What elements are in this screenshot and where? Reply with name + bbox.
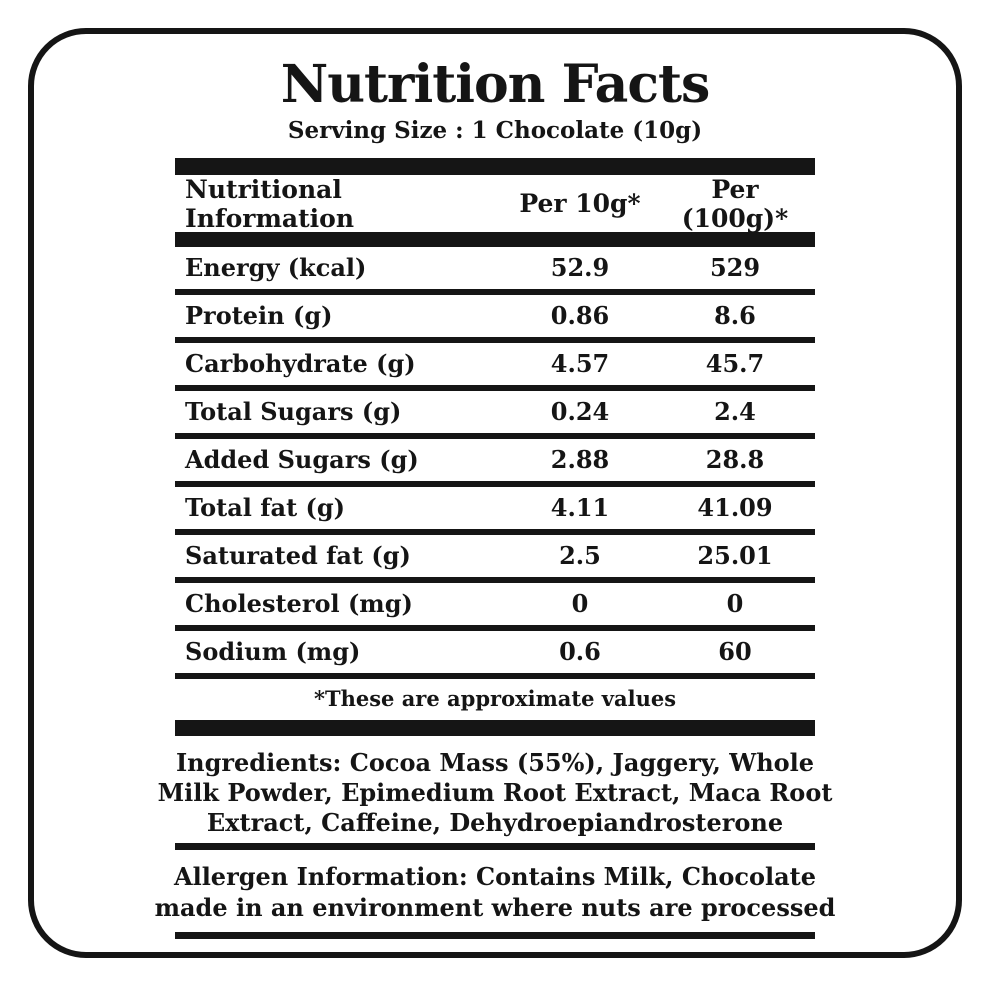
row-value-per-10g: 4.11 <box>550 493 610 523</box>
row-value-per-10g: 52.9 <box>550 253 610 283</box>
table-bottom-bar <box>175 719 815 736</box>
row-label: Carbohydrate (g) <box>185 349 416 379</box>
table-row: Energy (kcal) 52.9 529 <box>175 247 815 295</box>
table-row: Saturated fat (g) 2.5 25.01 <box>175 535 815 583</box>
row-label: Saturated fat (g) <box>185 541 411 571</box>
row-value-per-10g: 0.86 <box>550 301 610 331</box>
row-value-per-10g: 0.6 <box>559 637 601 667</box>
table-row: Sodium (mg) 0.6 60 <box>175 631 815 679</box>
table-row: Cholesterol (mg) 0 0 <box>175 583 815 631</box>
nutrition-rows: Energy (kcal) 52.9 529 Protein (g) 0.86 … <box>175 247 815 679</box>
table-row: Carbohydrate (g) 4.57 45.7 <box>175 343 815 391</box>
row-value-per-10g: 4.57 <box>550 349 610 379</box>
row-label: Total Sugars (g) <box>185 397 402 427</box>
row-value-per-100g: 8.6 <box>714 301 756 331</box>
table-top-bar <box>175 157 815 175</box>
row-value-per-100g: 45.7 <box>705 349 765 379</box>
row-value-per-100g: 2.4 <box>714 397 756 427</box>
row-label: Sodium (mg) <box>185 637 361 667</box>
row-value-per-10g: 0.24 <box>550 397 610 427</box>
row-value-per-100g: 41.09 <box>697 493 773 523</box>
row-value-per-100g: 529 <box>709 253 761 283</box>
column-header-nutritional-information: Nutritional Information <box>185 174 355 233</box>
column-header-per-10g: Per 10g* <box>519 189 641 219</box>
nutrition-table: Nutritional Information Per 10g* Per (10… <box>175 157 815 736</box>
table-header-row: Nutritional Information Per 10g* Per (10… <box>175 174 815 233</box>
row-value-per-100g: 28.8 <box>705 445 765 475</box>
table-row: Total Sugars (g) 0.24 2.4 <box>175 391 815 439</box>
row-value-per-100g: 25.01 <box>697 541 773 571</box>
column-header-per-100g: Per (100g)* <box>681 174 789 233</box>
row-value-per-10g: 0 <box>571 589 589 619</box>
row-label: Protein (g) <box>185 301 333 331</box>
table-row: Protein (g) 0.86 8.6 <box>175 295 815 343</box>
row-value-per-100g: 60 <box>718 637 752 667</box>
label-content: Nutrition Facts Serving Size : 1 Chocola… <box>34 34 956 939</box>
table-row: Added Sugars (g) 2.88 28.8 <box>175 439 815 487</box>
bottom-divider <box>175 931 815 939</box>
row-label: Cholesterol (mg) <box>185 589 413 619</box>
row-value-per-10g: 2.5 <box>559 541 601 571</box>
row-label: Total fat (g) <box>185 493 346 523</box>
approximate-values-footnote: *These are approximate values <box>313 685 677 711</box>
allergen-text: Allergen Information: Contains Milk, Cho… <box>154 862 836 922</box>
row-label: Added Sugars (g) <box>185 445 419 475</box>
table-row: Total fat (g) 4.11 41.09 <box>175 487 815 535</box>
row-value-per-100g: 0 <box>726 589 744 619</box>
ingredients-allergen-divider <box>175 843 815 851</box>
ingredients-text: Ingredients: Cocoa Mass (55%), Jaggery, … <box>157 747 833 838</box>
row-value-per-10g: 2.88 <box>550 445 610 475</box>
header-separator-bar <box>175 231 815 247</box>
row-label: Energy (kcal) <box>185 253 367 283</box>
label-frame: Nutrition Facts Serving Size : 1 Chocola… <box>28 28 962 958</box>
serving-size-text: Serving Size : 1 Chocolate (10g) <box>287 116 703 144</box>
page-title: Nutrition Facts <box>280 54 711 115</box>
